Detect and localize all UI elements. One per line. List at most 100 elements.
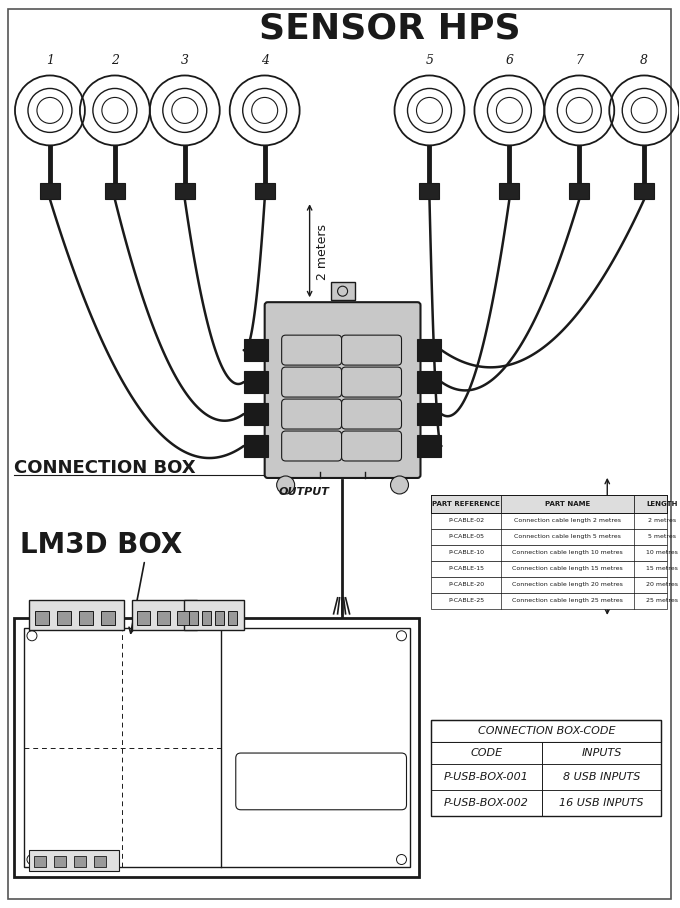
Bar xyxy=(418,403,441,425)
Text: 16 USB INPUTS: 16 USB INPUTS xyxy=(559,797,644,807)
Text: P-USB-BOX-002: P-USB-BOX-002 xyxy=(444,797,529,807)
Text: P-CABLE-02: P-CABLE-02 xyxy=(448,518,484,523)
Bar xyxy=(420,183,439,200)
Text: Connection cable length 25 metres: Connection cable length 25 metres xyxy=(512,598,624,603)
Bar xyxy=(432,720,661,742)
Bar xyxy=(432,528,667,545)
Text: Connection cable length 5 metres: Connection cable length 5 metres xyxy=(514,535,622,539)
FancyBboxPatch shape xyxy=(341,400,401,429)
Bar xyxy=(29,600,124,630)
Bar xyxy=(569,183,590,200)
Bar xyxy=(175,183,194,200)
Bar xyxy=(24,627,409,867)
Circle shape xyxy=(390,476,409,494)
Bar xyxy=(189,611,199,625)
Text: 8: 8 xyxy=(640,54,648,67)
Text: 2: 2 xyxy=(111,54,119,67)
Bar xyxy=(74,855,86,867)
Text: PART REFERENCE: PART REFERENCE xyxy=(432,501,500,507)
Bar xyxy=(101,611,115,625)
Bar xyxy=(34,855,46,867)
Bar xyxy=(40,183,60,200)
Bar xyxy=(243,403,268,425)
Bar xyxy=(29,850,119,872)
Bar xyxy=(79,611,93,625)
Text: CONNECTION BOX-CODE: CONNECTION BOX-CODE xyxy=(477,725,615,735)
Bar xyxy=(432,577,667,593)
Bar xyxy=(330,282,354,301)
Bar xyxy=(105,183,125,200)
Bar xyxy=(137,611,150,625)
Bar xyxy=(243,340,268,361)
Text: INPUTS: INPUTS xyxy=(581,747,622,757)
Bar xyxy=(184,600,244,630)
Bar xyxy=(202,611,211,625)
Text: LM3D BOX: LM3D BOX xyxy=(20,531,182,559)
Text: CODE: CODE xyxy=(471,747,503,757)
Bar xyxy=(57,611,71,625)
Bar xyxy=(432,720,661,815)
Text: 4: 4 xyxy=(260,54,269,67)
FancyBboxPatch shape xyxy=(341,335,401,365)
Bar xyxy=(432,790,661,815)
Bar xyxy=(499,183,520,200)
Bar xyxy=(432,545,667,561)
Bar xyxy=(418,371,441,393)
Bar xyxy=(432,764,661,790)
Text: 5 metres: 5 metres xyxy=(647,535,676,539)
Bar xyxy=(35,611,49,625)
Bar xyxy=(432,513,667,528)
Text: Length: Length xyxy=(615,516,633,577)
Text: 6: 6 xyxy=(505,54,513,67)
Text: Connection cable length 15 metres: Connection cable length 15 metres xyxy=(513,567,623,571)
Text: CONNECTION BOX: CONNECTION BOX xyxy=(14,459,196,477)
FancyBboxPatch shape xyxy=(282,400,341,429)
Text: OUTPUT: OUTPUT xyxy=(279,487,330,497)
Text: PART NAME: PART NAME xyxy=(545,501,590,507)
Bar xyxy=(54,855,66,867)
Circle shape xyxy=(277,476,294,494)
Text: P-CABLE-15: P-CABLE-15 xyxy=(448,567,484,571)
Text: 1: 1 xyxy=(46,54,54,67)
Bar xyxy=(432,593,667,608)
Text: 20 metres: 20 metres xyxy=(646,582,678,587)
FancyBboxPatch shape xyxy=(282,335,341,365)
Text: P-CABLE-10: P-CABLE-10 xyxy=(448,550,484,556)
Bar xyxy=(255,183,275,200)
Text: 2 metres: 2 metres xyxy=(647,518,676,523)
Text: P-USB-BOX-001: P-USB-BOX-001 xyxy=(444,772,529,782)
Text: LENGTH: LENGTH xyxy=(646,501,677,507)
Text: P-CABLE-05: P-CABLE-05 xyxy=(448,535,484,539)
Bar xyxy=(432,495,667,513)
Bar xyxy=(216,611,224,625)
FancyBboxPatch shape xyxy=(265,302,420,478)
Text: 10 metres: 10 metres xyxy=(646,550,678,556)
Text: 3: 3 xyxy=(181,54,189,67)
Text: 15 metres: 15 metres xyxy=(646,567,678,571)
FancyBboxPatch shape xyxy=(282,431,341,461)
FancyBboxPatch shape xyxy=(341,431,401,461)
FancyBboxPatch shape xyxy=(282,367,341,397)
Bar xyxy=(634,183,654,200)
Text: Connection cable length 2 metres: Connection cable length 2 metres xyxy=(514,518,622,523)
Text: P-CABLE-20: P-CABLE-20 xyxy=(448,582,484,587)
FancyBboxPatch shape xyxy=(341,367,401,397)
Text: 2 meters: 2 meters xyxy=(316,224,328,281)
Bar xyxy=(418,340,441,361)
Bar xyxy=(432,561,667,577)
Text: 8 USB INPUTS: 8 USB INPUTS xyxy=(563,772,640,782)
Bar xyxy=(94,855,106,867)
Bar xyxy=(243,371,268,393)
FancyBboxPatch shape xyxy=(236,753,407,810)
Bar xyxy=(228,611,237,625)
Bar xyxy=(132,600,197,630)
Bar xyxy=(243,435,268,457)
Bar xyxy=(432,742,661,764)
Text: 7: 7 xyxy=(575,54,583,67)
Bar xyxy=(14,617,420,877)
Bar xyxy=(177,611,190,625)
Text: 25 metres: 25 metres xyxy=(646,598,678,603)
Bar xyxy=(157,611,170,625)
Text: Connection cable length 20 metres: Connection cable length 20 metres xyxy=(512,582,624,587)
Bar xyxy=(418,435,441,457)
